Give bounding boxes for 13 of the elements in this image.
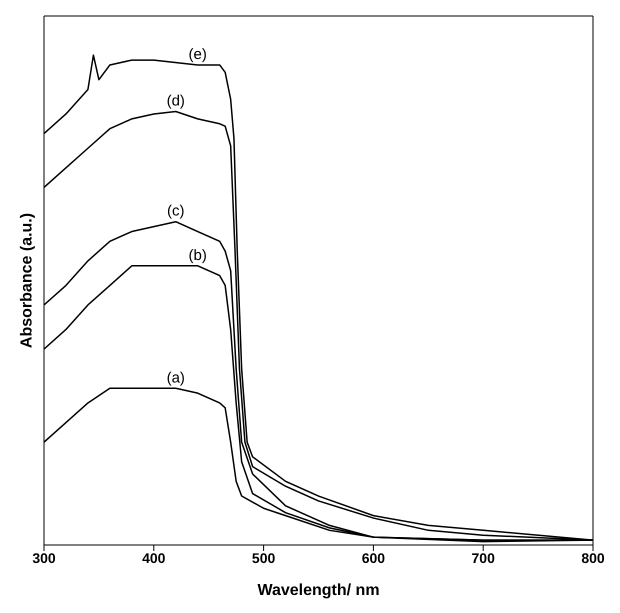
x-tick-label: 300 [32, 550, 56, 566]
x-axis-title: Wavelength/ nm [257, 582, 380, 599]
series-label: (a) [166, 369, 185, 386]
x-tick-label: 600 [362, 550, 386, 566]
x-tick-label: 700 [472, 550, 496, 566]
x-tick-label: 400 [142, 550, 166, 566]
series-label: (d) [166, 92, 185, 110]
x-tick-label: 500 [252, 550, 276, 566]
y-axis-title: Absorbance (a.u.) [18, 212, 36, 348]
x-tick-label: 800 [581, 550, 605, 566]
series-label: (c) [167, 202, 185, 220]
series-label: (e) [188, 46, 207, 63]
series-label: (b) [188, 246, 207, 264]
